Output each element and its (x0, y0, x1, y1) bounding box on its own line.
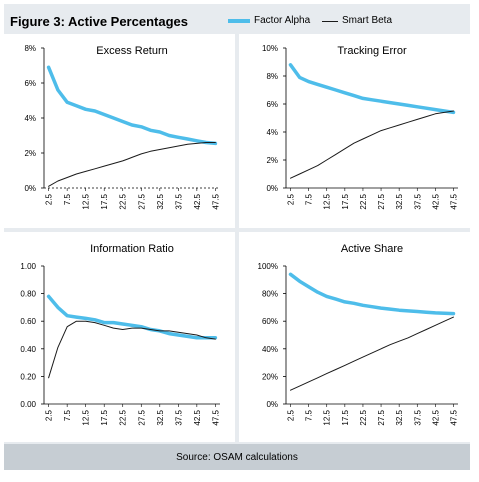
x-tick-label: 32.5 (156, 409, 165, 425)
y-tick-label: 0% (24, 184, 36, 193)
x-tick-label: 17.5 (341, 409, 350, 425)
x-tick-label: 27.5 (377, 409, 386, 425)
x-tick-label: 7.5 (305, 193, 314, 205)
y-tick-label: 2% (266, 156, 278, 165)
chart-title: Information Ratio (90, 243, 174, 255)
y-tick-label: 8% (266, 72, 278, 81)
x-tick-label: 37.5 (174, 193, 183, 209)
chart-4: Active Share 0% 20% 40% 60% 80% 100% 2.5 7.5 12.5… (239, 232, 470, 442)
y-tick-label: 10% (262, 44, 278, 53)
x-tick-label: 2.5 (45, 193, 54, 205)
charts-area: Excess Return 0% 2% 4% 6% 8% 2.5 7.5 12.5 17.5 22.… (4, 34, 470, 442)
x-tick-label: 37.5 (413, 409, 422, 425)
x-tick-label: 32.5 (156, 193, 165, 209)
source-bar: Source: OSAM calculations (4, 444, 470, 470)
series-line-smart-beta (48, 320, 216, 379)
y-tick-label: 0.00 (20, 400, 36, 409)
legend-label-smart-beta: Smart Beta (342, 15, 393, 26)
x-tick-label: 37.5 (174, 409, 183, 425)
y-tick-label: 6% (266, 100, 278, 109)
x-tick-label: 42.5 (193, 193, 202, 209)
x-tick-label: 27.5 (137, 409, 146, 425)
x-tick-label: 17.5 (100, 193, 109, 209)
x-tick-label: 12.5 (323, 193, 332, 209)
x-tick-label: 27.5 (137, 193, 146, 209)
series-line-factor-alpha (46, 294, 218, 340)
legend-swatch-factor-alpha (228, 19, 250, 23)
series-line-smart-beta (290, 316, 454, 391)
source-note: Source: OSAM calculations (176, 452, 298, 463)
x-tick-label: 47.5 (449, 409, 458, 425)
y-tick-label: 4% (266, 128, 278, 137)
chart-title: Tracking Error (337, 45, 407, 57)
chart-title: Excess Return (96, 45, 168, 57)
x-tick-label: 7.5 (63, 409, 72, 421)
x-tick-label: 2.5 (45, 409, 54, 421)
chart-card (239, 34, 470, 228)
y-tick-label: 60% (262, 317, 278, 326)
x-tick-label: 22.5 (359, 193, 368, 209)
x-tick-label: 7.5 (305, 409, 314, 421)
x-tick-label: 42.5 (431, 409, 440, 425)
y-tick-label: 0% (266, 400, 278, 409)
x-tick-label: 42.5 (431, 193, 440, 209)
y-tick-label: 1.00 (20, 262, 36, 271)
x-tick-label: 12.5 (82, 409, 91, 425)
x-tick-label: 17.5 (341, 193, 350, 209)
y-tick-label: 0.80 (20, 290, 36, 299)
figure-panel: Figure 3: Active Percentages Factor Alph… (4, 4, 470, 470)
x-tick-label: 17.5 (100, 409, 109, 425)
y-tick-label: 4% (24, 114, 36, 123)
x-tick-label: 22.5 (119, 193, 128, 209)
x-tick-label: 42.5 (193, 409, 202, 425)
x-tick-label: 47.5 (211, 409, 220, 425)
chart-title: Active Share (341, 243, 403, 255)
chart-card (239, 232, 470, 442)
y-tick-label: 6% (24, 79, 36, 88)
x-tick-label: 2.5 (287, 409, 296, 421)
y-tick-label: 0.20 (20, 372, 36, 381)
x-tick-label: 47.5 (449, 193, 458, 209)
x-tick-label: 7.5 (63, 193, 72, 205)
series-line-smart-beta (290, 110, 454, 179)
x-tick-label: 37.5 (413, 193, 422, 209)
series-line-factor-alpha (46, 65, 218, 146)
x-tick-label: 22.5 (119, 409, 128, 425)
chart-card (4, 34, 235, 228)
y-tick-label: 80% (262, 290, 278, 299)
y-tick-label: 20% (262, 372, 278, 381)
x-tick-label: 12.5 (82, 193, 91, 209)
series-line-factor-alpha (288, 272, 456, 316)
series-line-factor-alpha (288, 63, 456, 115)
x-tick-label: 27.5 (377, 193, 386, 209)
x-tick-label: 12.5 (323, 409, 332, 425)
legend-label-factor-alpha: Factor Alpha (254, 15, 311, 26)
x-tick-label: 32.5 (395, 193, 404, 209)
x-tick-label: 32.5 (395, 409, 404, 425)
series-line-smart-beta (48, 142, 216, 187)
figure-title: Figure 3: Active Percentages (10, 14, 188, 29)
x-tick-label: 47.5 (211, 193, 220, 209)
y-tick-label: 40% (262, 345, 278, 354)
legend-swatch-smart-beta (322, 21, 338, 22)
y-tick-label: 100% (258, 262, 278, 271)
y-tick-label: 8% (24, 44, 36, 53)
y-tick-label: 2% (24, 149, 36, 158)
x-tick-label: 2.5 (287, 193, 296, 205)
y-tick-label: 0.40 (20, 345, 36, 354)
chart-1: Excess Return 0% 2% 4% 6% 8% 2.5 7.5 12.5 17.5 22.… (4, 34, 235, 228)
chart-2: Tracking Error 0% 2% 4% 6% 8% 10% 2.5 7.5 12.5 17.… (239, 34, 470, 228)
chart-3: Information Ratio 0.00 0.20 0.40 0.60 0.80 1.0… (4, 232, 235, 442)
x-tick-label: 22.5 (359, 409, 368, 425)
y-tick-label: 0.60 (20, 317, 36, 326)
y-tick-label: 0% (266, 184, 278, 193)
